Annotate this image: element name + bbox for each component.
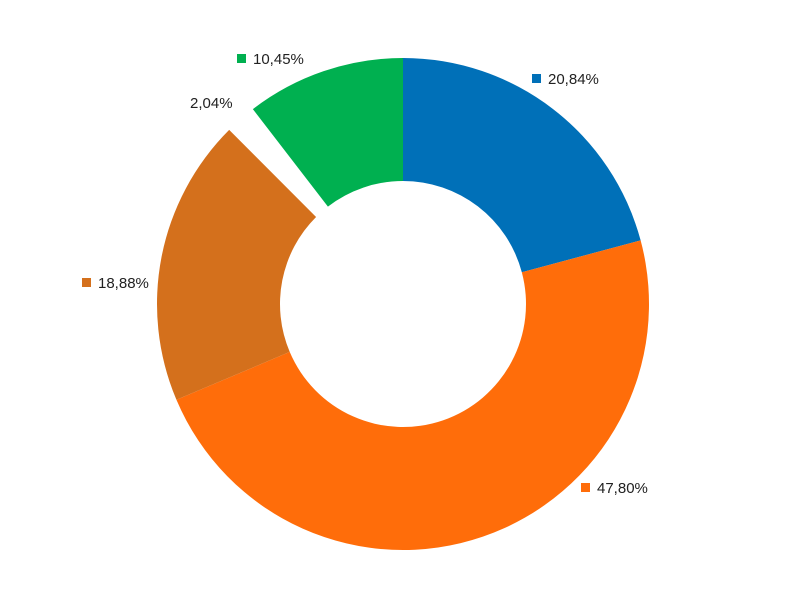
label-marker-4 [237, 54, 246, 63]
donut-slice-2 [156, 129, 317, 400]
label-marker-0 [532, 74, 541, 83]
data-label-2: 18,88% [98, 275, 149, 292]
label-marker-1 [581, 483, 590, 492]
data-label-4: 10,45% [253, 51, 304, 68]
data-label-1: 47,80% [597, 480, 648, 497]
data-label-0: 20,84% [548, 71, 599, 88]
labels-layer: 20,84% 47,80% 18,88% 2,04% 10,45% [82, 51, 648, 497]
donut-slice-0 [403, 58, 641, 273]
data-label-3: 2,04% [190, 95, 233, 112]
donut-slice-1 [176, 240, 649, 550]
donut-slice-4 [252, 58, 403, 207]
slices-layer [156, 58, 649, 550]
label-marker-2 [82, 278, 91, 287]
donut-slice-3 [211, 88, 311, 197]
